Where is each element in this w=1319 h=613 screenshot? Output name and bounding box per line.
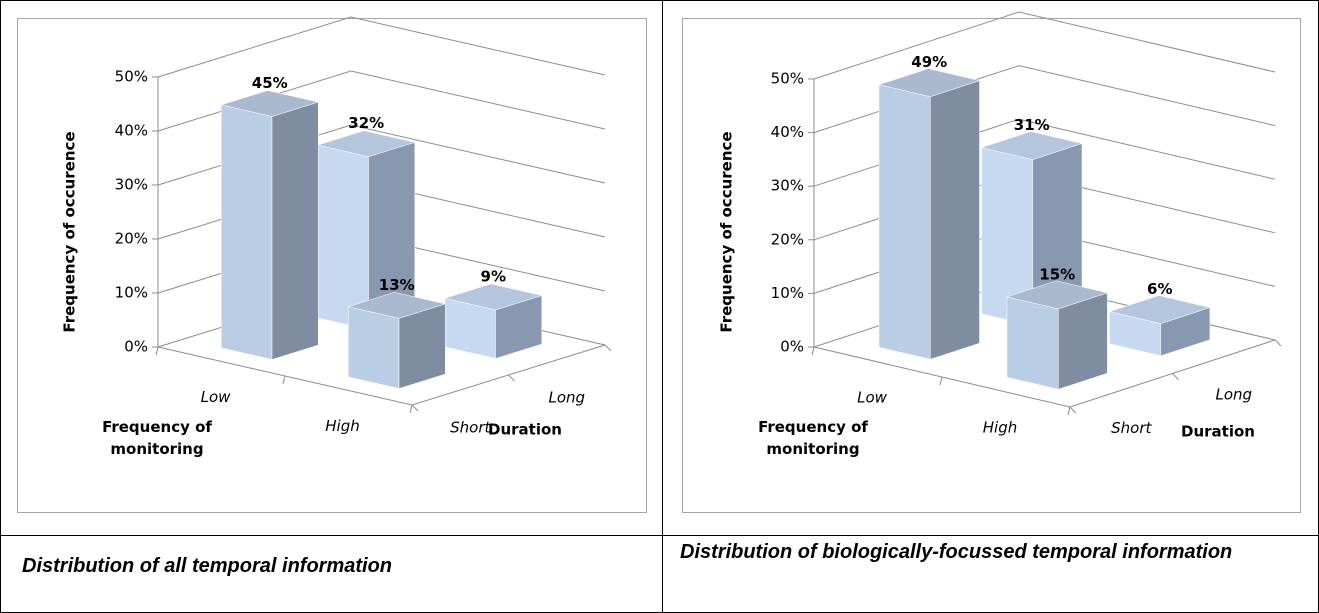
depth-tick-label: Long: [548, 389, 585, 407]
depth-tick: [1172, 373, 1179, 380]
bar: [980, 131, 1083, 327]
y-axis-label: Frequency of occurence: [718, 131, 736, 332]
bar: [220, 90, 320, 360]
y-tick-label: 0%: [780, 338, 804, 356]
bar-front: [347, 306, 400, 389]
depth-tick: [508, 374, 515, 382]
y-tick-label: 10%: [115, 284, 148, 302]
bar-top: [316, 130, 416, 157]
bar-top: [980, 131, 1083, 160]
x-tick-label: High: [325, 417, 359, 435]
grid-line: [813, 11, 1276, 80]
x-tick: [939, 376, 943, 386]
bar: [347, 292, 447, 389]
x-tick: [282, 375, 286, 385]
data-label: 6%: [1147, 280, 1172, 298]
x-tick-label: High: [983, 419, 1017, 437]
depth-axis-label: Duration: [1181, 423, 1255, 441]
y-tick-label: 20%: [115, 230, 148, 248]
y-tick-label: 10%: [771, 284, 804, 302]
bar-top: [1108, 295, 1211, 324]
chart-frame: [17, 18, 647, 513]
depth-tick-label: Long: [1215, 385, 1252, 403]
x-tick: [811, 346, 815, 356]
depth-tick: [604, 344, 612, 352]
bar-side: [930, 80, 980, 360]
depth-tick: [1274, 339, 1282, 347]
bar-front: [878, 84, 931, 360]
y-tick-label: 30%: [771, 177, 804, 195]
y-tick-label: 20%: [771, 230, 804, 248]
data-label: 32%: [348, 114, 384, 132]
bar-side: [1058, 292, 1108, 390]
bar: [316, 130, 416, 330]
x-tick-label: Low: [201, 388, 232, 406]
data-label: 9%: [481, 267, 506, 285]
bar-front: [317, 144, 369, 330]
caption: Distribution of all temporal information: [22, 555, 392, 577]
y-tick-label: 0%: [124, 338, 148, 356]
bar-top: [1006, 280, 1109, 310]
chart-frame: [682, 18, 1301, 513]
depth-tick: [411, 404, 419, 412]
bar-front: [220, 104, 273, 360]
data-label: 45%: [252, 74, 288, 92]
x-tick-label: Low: [857, 389, 888, 407]
y-axis-label: Frequency of occurence: [61, 131, 79, 332]
x-tick: [1067, 406, 1071, 416]
data-label: 13%: [379, 276, 415, 294]
bar-top: [347, 292, 447, 319]
bar: [443, 283, 543, 359]
grid-line: [157, 16, 606, 78]
bar: [1006, 280, 1109, 390]
bar-top: [443, 283, 543, 311]
data-label: 49%: [911, 53, 947, 71]
y-tick-label: 50%: [115, 68, 148, 86]
data-label: 31%: [1014, 116, 1050, 134]
bar-top: [220, 90, 320, 117]
depth-axis-label: Duration: [488, 421, 562, 439]
x-axis-label: Frequency of monitoring: [102, 418, 212, 458]
caption: Distribution of biologically-focussed te…: [680, 541, 1233, 563]
y-tick-label: 30%: [115, 176, 148, 194]
depth-tick-label: Short: [450, 419, 491, 437]
bar: [1108, 295, 1211, 357]
bar: [878, 68, 981, 360]
x-tick: [409, 404, 413, 414]
data-label: 15%: [1039, 265, 1075, 283]
depth-tick: [1069, 406, 1077, 414]
x-tick: [155, 346, 159, 356]
x-axis-label: Frequency of monitoring: [758, 418, 868, 458]
depth-tick-label: Short: [1111, 419, 1152, 437]
y-tick-label: 50%: [771, 70, 804, 88]
bar-side: [398, 303, 446, 389]
y-tick-label: 40%: [115, 122, 148, 140]
bar-side: [271, 101, 319, 360]
bar-top: [878, 68, 981, 97]
y-tick-label: 40%: [771, 123, 804, 141]
bar-front: [1006, 296, 1059, 390]
